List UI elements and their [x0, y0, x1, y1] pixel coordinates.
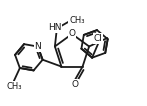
- Text: O: O: [69, 29, 76, 38]
- Text: N: N: [34, 42, 41, 51]
- Text: CH₃: CH₃: [69, 16, 85, 25]
- Text: Cl: Cl: [94, 34, 103, 43]
- Text: O: O: [71, 80, 78, 89]
- Text: HN: HN: [48, 23, 62, 32]
- Text: CH₃: CH₃: [6, 82, 22, 91]
